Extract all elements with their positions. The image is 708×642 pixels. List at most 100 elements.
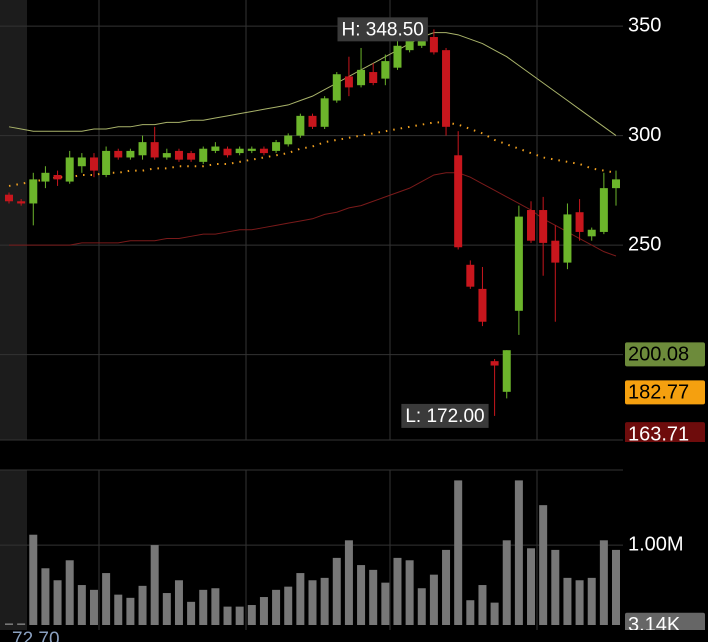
volume-bar (272, 589, 281, 625)
volume-bar (442, 549, 451, 625)
candle-body (454, 155, 463, 248)
time-grid (0, 0, 623, 630)
volume-bar (150, 545, 159, 625)
moving-average (9, 172, 617, 257)
candle-body (187, 153, 196, 160)
candle-body (102, 150, 111, 175)
volume-bar (527, 548, 536, 625)
volume-bar (551, 549, 560, 625)
volume-bar (454, 480, 463, 625)
candle-body (599, 188, 608, 232)
candle-body (369, 72, 378, 84)
candle-body (162, 153, 171, 158)
candle-body (272, 142, 281, 151)
y-tick-label: 300 (628, 124, 661, 146)
volume-bar (332, 557, 341, 625)
candle-body (174, 150, 183, 160)
candle-body (429, 37, 438, 53)
volume-bar (502, 540, 511, 625)
volume-bar (514, 480, 523, 625)
candle-body (527, 210, 536, 241)
candle-body (575, 212, 584, 232)
candle-body (17, 201, 26, 204)
price-tag-label: 182.77 (628, 382, 689, 404)
volume-bar (599, 540, 608, 625)
volume-bar (429, 574, 438, 625)
volume-bar (247, 605, 256, 625)
candle-body (259, 148, 268, 154)
volume-bar (29, 534, 38, 625)
candle-body (29, 179, 38, 204)
candle-body (77, 157, 86, 167)
candle-body (114, 150, 123, 158)
volume-bar (490, 602, 499, 625)
y-tick-label: 350 (628, 14, 661, 36)
volume-bar (612, 549, 620, 625)
candle-body (551, 240, 560, 263)
volume-bar (138, 585, 147, 625)
volume-bar (199, 589, 208, 625)
volume-bar (344, 540, 353, 625)
candle-body (223, 148, 232, 156)
volume-bar (211, 588, 220, 625)
volume-bar (102, 573, 111, 625)
indicator-label: 72.70 (12, 629, 60, 642)
candle-body (357, 69, 366, 86)
candle-body (332, 74, 341, 101)
volume-bar (320, 577, 329, 625)
volume-bar (65, 560, 74, 625)
candle-body (150, 142, 159, 158)
volume-bar (235, 606, 244, 625)
annotation-box (401, 403, 489, 428)
volume-bar (259, 597, 268, 625)
volume-bar (162, 593, 171, 625)
annotation-box (337, 17, 428, 42)
volume-bar (5, 623, 13, 625)
candle-body (284, 135, 293, 145)
candle-body (235, 148, 244, 154)
volume-bar (539, 505, 548, 625)
candle-body (344, 76, 353, 88)
candle-body (126, 150, 135, 158)
candle-body (442, 50, 451, 127)
price-tag (625, 342, 705, 367)
candle-body (393, 45, 402, 68)
candle-body (381, 61, 390, 79)
volume-bar (587, 577, 596, 625)
volume-tag (625, 612, 705, 630)
candle-body (199, 148, 208, 162)
annotation: L: 172.00 (405, 406, 484, 427)
candle-body (320, 98, 329, 127)
candle-body (612, 179, 620, 189)
price-tag (625, 380, 705, 405)
volume-bar (405, 560, 414, 625)
candle-body (308, 115, 317, 127)
candle-body (514, 216, 523, 311)
volume-bar (114, 594, 123, 625)
volume-bar (575, 580, 584, 625)
left-shade (0, 0, 27, 440)
volume-bar (41, 568, 50, 625)
volume-bar (369, 569, 378, 625)
candle-body (587, 229, 596, 237)
candle-body (53, 174, 62, 180)
candle-body (89, 157, 98, 171)
left-shade (0, 470, 27, 630)
candle-body (211, 146, 220, 151)
candle-body (478, 288, 487, 322)
volume-tag-label: 3.14K (628, 614, 681, 636)
price-tag-label: 200.08 (628, 344, 689, 366)
volume-bar (478, 585, 487, 625)
candle-body (5, 194, 13, 202)
candle-body (405, 39, 414, 51)
volume-bar (284, 586, 293, 625)
candle-body (563, 214, 572, 263)
volume-bar (357, 565, 366, 625)
volume-bar (17, 623, 26, 625)
price-tag (625, 422, 705, 442)
volume-bar (308, 580, 317, 625)
volume-panel: 1.00M 3.14K (0, 480, 705, 636)
volume-bar (417, 588, 426, 625)
